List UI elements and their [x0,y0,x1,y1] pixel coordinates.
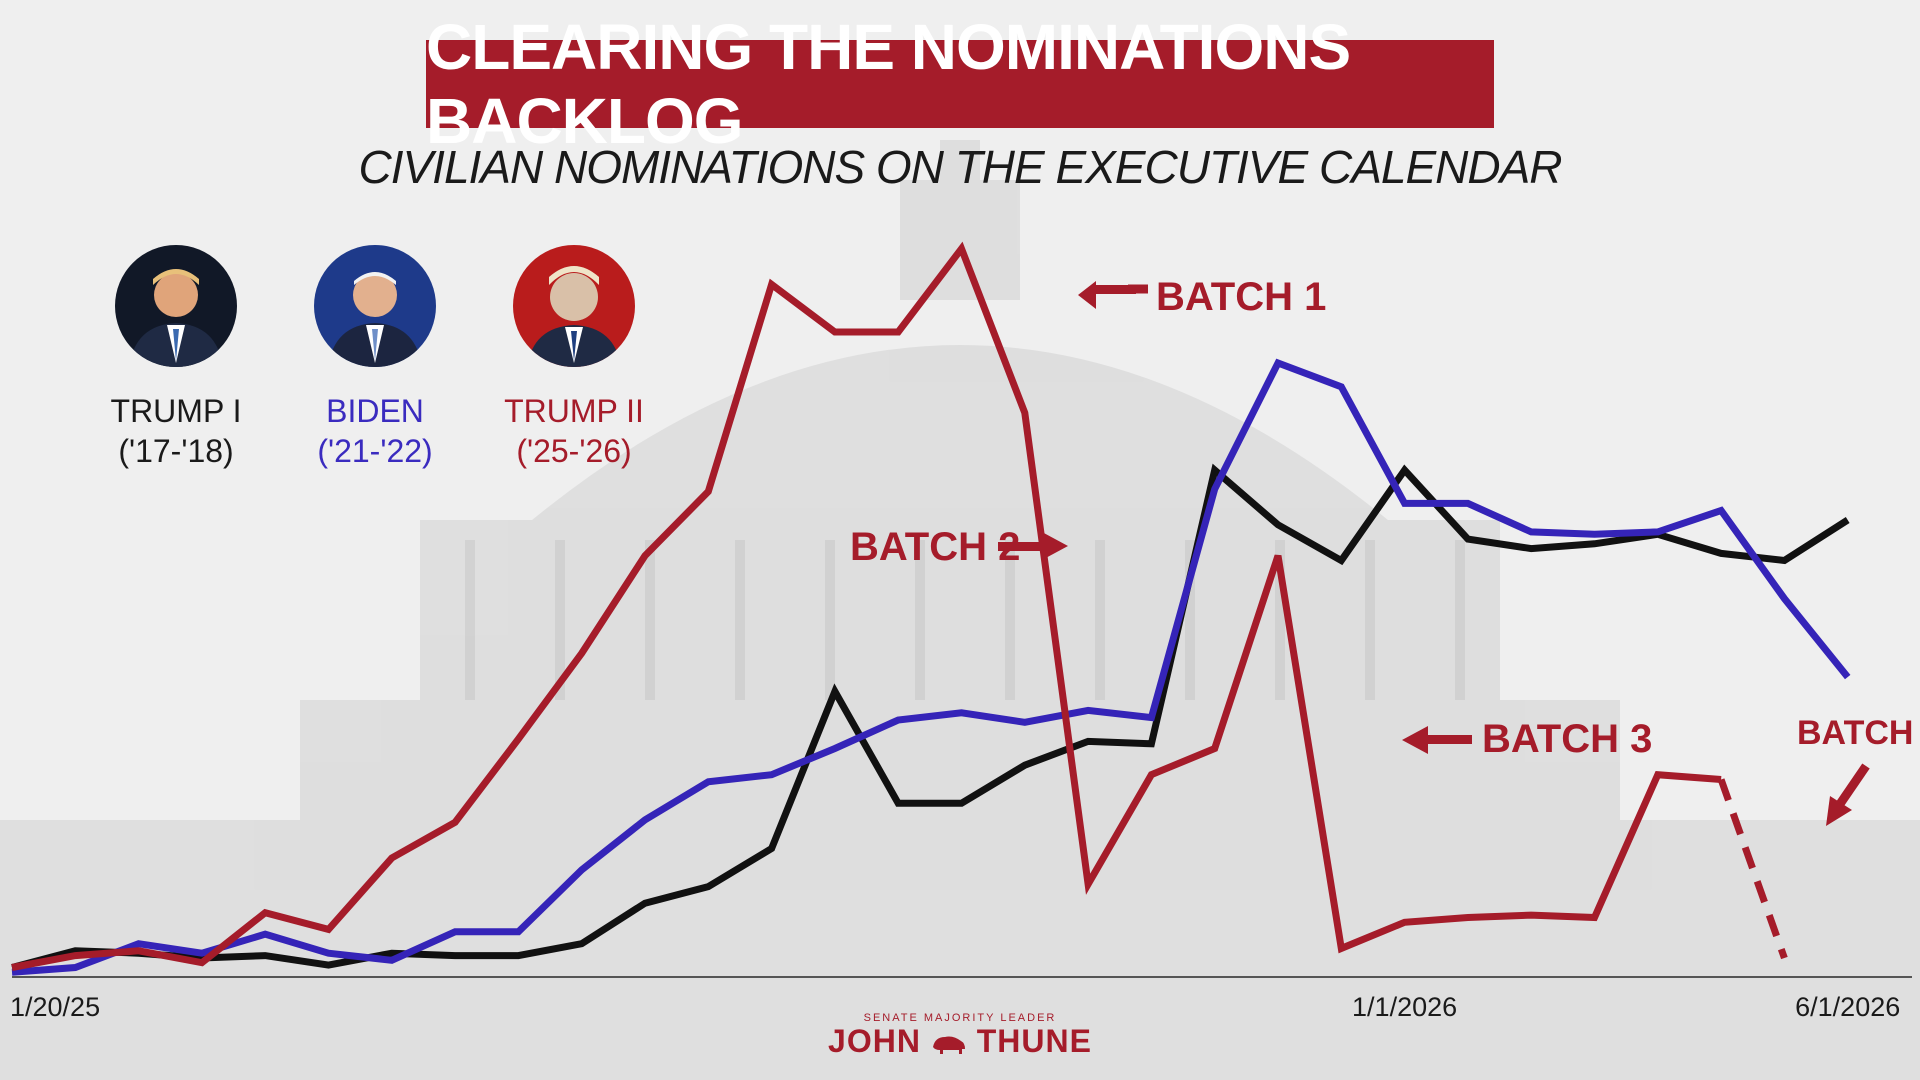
legend-item-trump-i: TRUMP I ('17-'18) [96,245,256,471]
batch3-annotation: BATCH 3 [1402,717,1652,761]
legend-item-trump-ii: TRUMP II ('25-'26) [494,245,654,471]
batch4-label: BATCH 4 [1797,714,1920,752]
x-tick-label: 1/20/25 [10,992,100,1022]
chart-subtitle: CIVILIAN NOMINATIONS ON THE EXECUTIVE CA… [358,141,1562,193]
legend-name: TRUMP I [110,393,242,429]
logo-name-first: JOHN [828,1023,921,1059]
batch4-annotation: BATCH 4 [1797,714,1920,826]
legend-name: BIDEN [326,393,424,429]
legend-years: ('21-'22) [317,433,433,469]
trump-portrait-icon [513,245,635,367]
batch3-label: BATCH 3 [1482,717,1652,761]
x-tick-labels: 1/20/25 1/1/2026 6/1/2026 [10,992,1900,1022]
series-line-trump-ii [11,241,1722,971]
series-line-trump-ii-projected [1717,778,1788,960]
footer-logo: SENATE MAJORITY LEADER JOHN THUNE [0,1012,1920,1058]
batch2-label: BATCH 2 [850,525,1020,569]
trump-portrait-icon [115,245,237,367]
legend-item-biden: BIDEN ('21-'22) [295,245,455,471]
batch1-annotation: BATCH 1 [1078,275,1326,319]
biden-portrait-icon [314,245,436,367]
legend-years: ('25-'26) [516,433,632,469]
x-tick-label: 1/1/2026 [1352,992,1457,1022]
batch1-label: BATCH 1 [1156,275,1326,319]
bison-icon [932,1036,965,1054]
series-line-biden [11,358,1851,976]
series-layer [11,241,1851,976]
chart-title: CLEARING THE NOMINATIONS BACKLOG [426,11,1494,157]
logo-name-last: THUNE [976,1023,1092,1059]
series-line-trump-i [11,463,1850,971]
legend-years: ('17-'18) [118,433,234,469]
batch2-annotation: BATCH 2 [850,525,1068,569]
logo-superscript: SENATE MAJORITY LEADER [863,1012,1057,1024]
legend-name: TRUMP II [504,393,644,429]
x-tick-label: 6/1/2026 [1795,992,1900,1022]
